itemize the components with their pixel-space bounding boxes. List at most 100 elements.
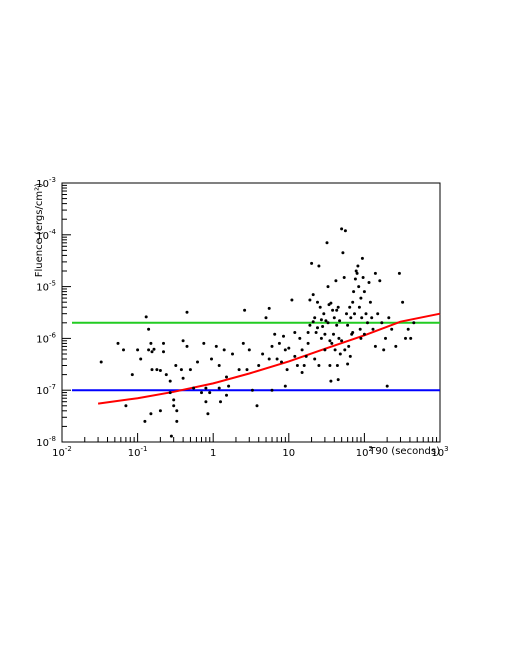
data-point (241, 341, 245, 345)
data-point (401, 300, 405, 304)
data-point (143, 419, 147, 423)
data-point (367, 281, 371, 284)
data-point (247, 348, 251, 352)
data-point (356, 264, 360, 268)
data-point (162, 341, 165, 345)
data-point (338, 352, 342, 356)
data-point (359, 296, 363, 300)
data-point (342, 276, 346, 279)
data-point (237, 368, 241, 372)
data-point (308, 323, 312, 327)
data-point (168, 391, 172, 395)
data-point (280, 360, 283, 364)
x-tick-label: 103 (431, 445, 448, 459)
data-point (152, 347, 156, 351)
y-tick-label: 10-7 (36, 383, 56, 397)
data-point (185, 344, 189, 348)
data-point (245, 368, 249, 372)
x-tick-label: 10-2 (52, 445, 72, 459)
data-point (404, 336, 407, 340)
y-axis-ticks (62, 184, 71, 443)
data-point (306, 331, 310, 334)
data-point (336, 378, 340, 382)
data-point (261, 352, 265, 356)
data-point (323, 348, 327, 352)
data-point (255, 404, 259, 408)
y-axis-label: Fluence (ergs/cm²) (34, 183, 45, 277)
data-point (376, 312, 380, 316)
data-point (147, 327, 151, 331)
data-point (267, 306, 271, 310)
data-point (270, 388, 274, 392)
data-point (412, 321, 416, 325)
data-point (373, 271, 377, 275)
x-tick-label: 10 (282, 448, 295, 459)
data-point (222, 348, 226, 352)
data-point (181, 339, 185, 343)
data-point (337, 336, 341, 340)
data-point (351, 300, 355, 304)
data-point (293, 354, 297, 358)
data-point (306, 341, 310, 345)
data-point (155, 368, 159, 372)
data-point (308, 298, 312, 302)
data-point (360, 256, 364, 260)
data-point (164, 373, 168, 377)
plot-frame (61, 182, 441, 443)
data-point (317, 364, 321, 367)
data-point (250, 388, 254, 392)
fit-curve-line (97, 312, 441, 405)
data-point (349, 316, 353, 320)
data-point (310, 261, 314, 265)
data-point (168, 379, 172, 383)
data-point (347, 344, 351, 348)
data-point (277, 341, 281, 345)
data-point (328, 364, 332, 367)
data-point (346, 323, 350, 327)
data-point (311, 293, 315, 297)
data-point (319, 336, 323, 340)
data-point (147, 348, 151, 352)
data-point (181, 376, 185, 380)
x-tick-label: 1 (210, 448, 216, 459)
data-point (227, 384, 231, 388)
data-point (290, 298, 294, 302)
data-point (359, 336, 363, 340)
data-point (172, 398, 176, 402)
data-point (362, 332, 366, 336)
y-tick-label: 10-6 (36, 331, 56, 345)
data-point (204, 386, 208, 390)
x-tick-label: 10-1 (128, 445, 148, 459)
data-point (332, 316, 336, 320)
data-point (162, 350, 165, 354)
data-point (341, 251, 345, 255)
data-point (295, 364, 299, 367)
data-point (328, 339, 332, 343)
data-point (329, 379, 333, 383)
data-point (206, 412, 210, 416)
data-point (324, 319, 328, 323)
data-point (282, 334, 285, 338)
data-point (136, 348, 140, 352)
data-point (338, 319, 342, 323)
data-point (116, 341, 120, 345)
y-tick-label: 10-8 (36, 435, 56, 449)
data-point (322, 312, 326, 316)
data-point (172, 404, 176, 408)
data-point (357, 305, 361, 309)
data-point (335, 364, 339, 367)
data-point (330, 341, 334, 345)
data-point (317, 264, 321, 268)
data-point (409, 336, 413, 340)
data-point (275, 357, 279, 361)
x-axis-ticks (61, 433, 438, 442)
y-tick-label: 10-5 (36, 280, 56, 294)
data-point (158, 369, 162, 372)
data-point (285, 368, 289, 372)
data-point (293, 331, 297, 334)
data-point (397, 271, 401, 275)
data-point (336, 305, 340, 309)
data-point (219, 400, 222, 404)
data-point (362, 290, 366, 294)
data-point (351, 331, 355, 334)
